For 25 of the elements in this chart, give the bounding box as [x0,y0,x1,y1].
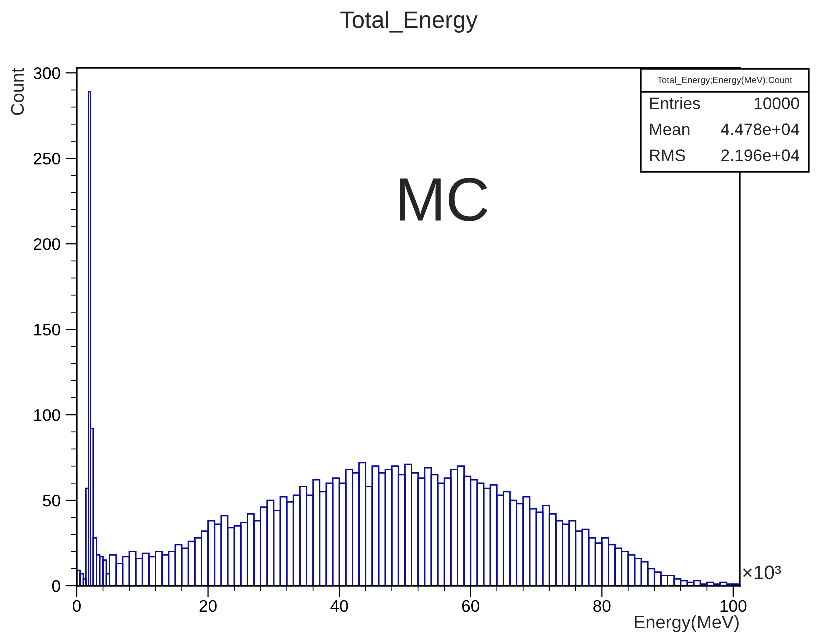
x-axis-title: Energy(MeV) [635,615,739,632]
annotation: MC [400,178,488,222]
annotation: Mean [650,124,690,136]
x-tick-label: 60 [462,600,480,612]
x-tick-label: 80 [594,600,611,612]
y-tick-label: 150 [34,324,60,336]
text: 10000 [754,98,800,110]
y-tick-label: 200 [34,238,60,250]
y-tick-label: 300 [34,68,60,80]
annotation: Entries [650,97,700,110]
x-tick-label: 40 [330,600,348,612]
x-tick-label: 0 [73,600,81,612]
annotation: Total_Energy;Energy(MeV);Count [658,76,792,86]
y-axis-title: Count [11,68,24,116]
annotation: 2.196e+04 [722,150,800,162]
annotation: RMS [650,150,686,162]
x-tick-label: 20 [200,600,217,612]
chart-title: Total_Energy [340,10,478,34]
y-tick-label: 50 [43,494,60,507]
annotation: 4.478e+04 [721,124,800,136]
x-tick-label: 100 [720,600,747,612]
y-tick-label: 0 [52,580,60,592]
y-tick-label: 250 [34,153,60,165]
text: ×10³ [743,566,782,580]
y-tick-label: 100 [34,409,60,422]
